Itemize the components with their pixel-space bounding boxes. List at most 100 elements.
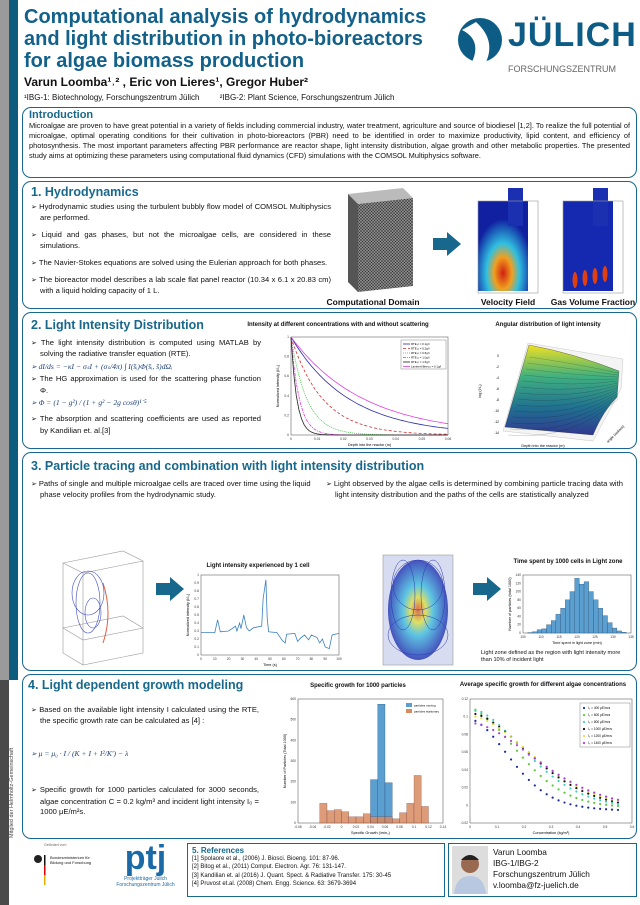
- section-growth-modeling: 4. Light dependent growth modeling Based…: [22, 674, 637, 839]
- y-tick-label: 0: [466, 803, 468, 807]
- plot-area: [200, 574, 340, 656]
- poster-title: Computational analysis of hydrodynamics …: [24, 6, 427, 72]
- data-point: [486, 729, 489, 732]
- affiliation-1: ¹IBG-1: Biotechnology, Forschungszentrum…: [24, 93, 200, 102]
- z-tick-label: -10: [494, 409, 499, 413]
- s4-bullet: Based on the available light intensity I…: [31, 705, 259, 727]
- data-point: [599, 796, 602, 799]
- data-point: [563, 783, 566, 787]
- caption-computational-domain: Computational Domain: [326, 297, 420, 307]
- s3-bullets-right: Light observed by the algae cells is det…: [326, 479, 631, 507]
- intensity-curve: [290, 336, 449, 429]
- x-tick-label: 0: [200, 657, 202, 661]
- legend-label: RTE,c = 0.5g/l: [411, 351, 430, 355]
- single-cell-path-plot: [62, 550, 144, 666]
- data-point: [569, 803, 572, 806]
- data-point: [610, 808, 614, 811]
- y-axis-label: angle (radians): [606, 424, 625, 443]
- contact-email[interactable]: v.loomba@fz-juelich.de: [493, 880, 579, 890]
- bar-particles-stationary: [348, 816, 357, 824]
- data-point: [587, 800, 590, 803]
- x-tick-label: 0: [469, 825, 471, 829]
- x-tick-label: 125: [592, 635, 598, 639]
- data-point: [593, 801, 596, 804]
- x-tick-label: 80: [310, 657, 314, 661]
- data-point: [557, 773, 560, 776]
- s4-bullet: Specific growth for 1000 particles calcu…: [31, 785, 259, 817]
- arrow-right-icon: [433, 232, 461, 256]
- histogram-bar: [536, 629, 542, 634]
- y-axis-label: Normalized intensity (I/I₀): [276, 364, 280, 407]
- surface-gridline: [512, 392, 619, 419]
- bmbf-logo: Gefördert vom Bundesministerium für Bild…: [28, 843, 98, 898]
- bar-particles-stationary: [399, 812, 407, 824]
- x-tick-label: 60: [282, 657, 286, 661]
- s2-bullet: The absorption and scattering coefficien…: [31, 414, 261, 436]
- data-point: [557, 776, 560, 779]
- hg-equation: Φ = (1 − g²) / (1 + g² − 2g cosθ)¹˙⁵: [31, 398, 261, 408]
- x-tick-label: 0.02: [340, 437, 347, 441]
- data-point: [616, 808, 620, 812]
- data-point: [504, 731, 507, 734]
- helmholtz-text: Mitglied der Helmholtz-Gemeinschaft: [9, 747, 15, 838]
- x-tick-label: 90: [323, 657, 327, 661]
- x-tick-label: 120: [574, 635, 580, 639]
- bar-particles-stationary: [384, 816, 393, 824]
- data-point: [599, 799, 602, 802]
- bar-particles-stationary: [355, 816, 364, 824]
- histogram-bar: [593, 599, 599, 634]
- y-tick-label: 0: [197, 653, 199, 657]
- x-axis-label: Time spent in light zone (min): [552, 641, 602, 645]
- authors: Varun Loomba¹˒² , Eric von Lieres¹, Greg…: [24, 75, 309, 89]
- data-point: [486, 719, 489, 722]
- data-point: [563, 777, 566, 780]
- z-tick-label: -4: [496, 376, 499, 380]
- x-tick-label: 0: [290, 437, 292, 441]
- legend-label: I₀ = 1000 μE/m²s: [588, 727, 612, 731]
- x-tick-label: 0.5: [603, 825, 608, 829]
- data-point: [575, 796, 578, 800]
- histogram-bar: [597, 607, 603, 634]
- x-tick-label: 0.1: [412, 825, 417, 829]
- data-point: [515, 749, 519, 752]
- data-point: [498, 723, 501, 727]
- x-tick-label: 110: [538, 635, 543, 639]
- data-point: [527, 752, 530, 756]
- y-tick-label: 0.4: [284, 394, 289, 398]
- y-tick-label: 0.08: [462, 732, 469, 736]
- data-point: [527, 763, 530, 766]
- legend-marker: [582, 741, 586, 745]
- data-point: [599, 807, 602, 810]
- x-tick-label: 0: [341, 825, 343, 829]
- data-point: [480, 717, 483, 720]
- y-tick-label: 100: [515, 590, 521, 594]
- x-tick-label: 70: [296, 657, 300, 661]
- x-tick-label: -0.04: [309, 825, 317, 829]
- data-point: [486, 717, 489, 720]
- legend-label: RTE,c = 1.5g/l: [411, 360, 430, 364]
- data-point: [474, 712, 477, 716]
- y-tick-label: 0.04: [462, 768, 469, 772]
- y-tick-label: 1: [197, 573, 199, 577]
- bar-particles-stationary: [421, 806, 429, 824]
- juelich-logo-text: JÜLICH: [508, 16, 637, 54]
- data-point: [492, 735, 495, 738]
- data-point: [498, 732, 501, 735]
- y-tick-label: 600: [290, 697, 296, 701]
- fig-specific-growth: -0.06 -0.04 -0.02 0 0.02 0.04 0.06 0.08 0.1 0.12 0…: [283, 697, 446, 835]
- contact-name: Varun Loomba: [493, 847, 547, 857]
- s3-bullet: Paths of single and multiple microalgae …: [31, 479, 321, 501]
- y-tick-label: 60: [517, 606, 521, 610]
- data-point: [521, 748, 525, 751]
- data-point: [492, 728, 495, 732]
- y-tick-label: 0.2: [194, 637, 199, 641]
- y-tick-label: 0.3: [194, 629, 199, 633]
- data-point: [551, 775, 554, 778]
- data-point: [545, 793, 548, 796]
- x-tick-label: 0.03: [366, 437, 373, 441]
- legend-label: RTE,c = 0.2g/l: [411, 347, 430, 351]
- legend-label: I₀ = 800 μE/m²s: [588, 720, 611, 724]
- juelich-logo-mark-icon: [458, 18, 502, 62]
- data-point: [545, 765, 548, 768]
- fig-angular-title: Angular distribution of light intensity: [495, 322, 601, 328]
